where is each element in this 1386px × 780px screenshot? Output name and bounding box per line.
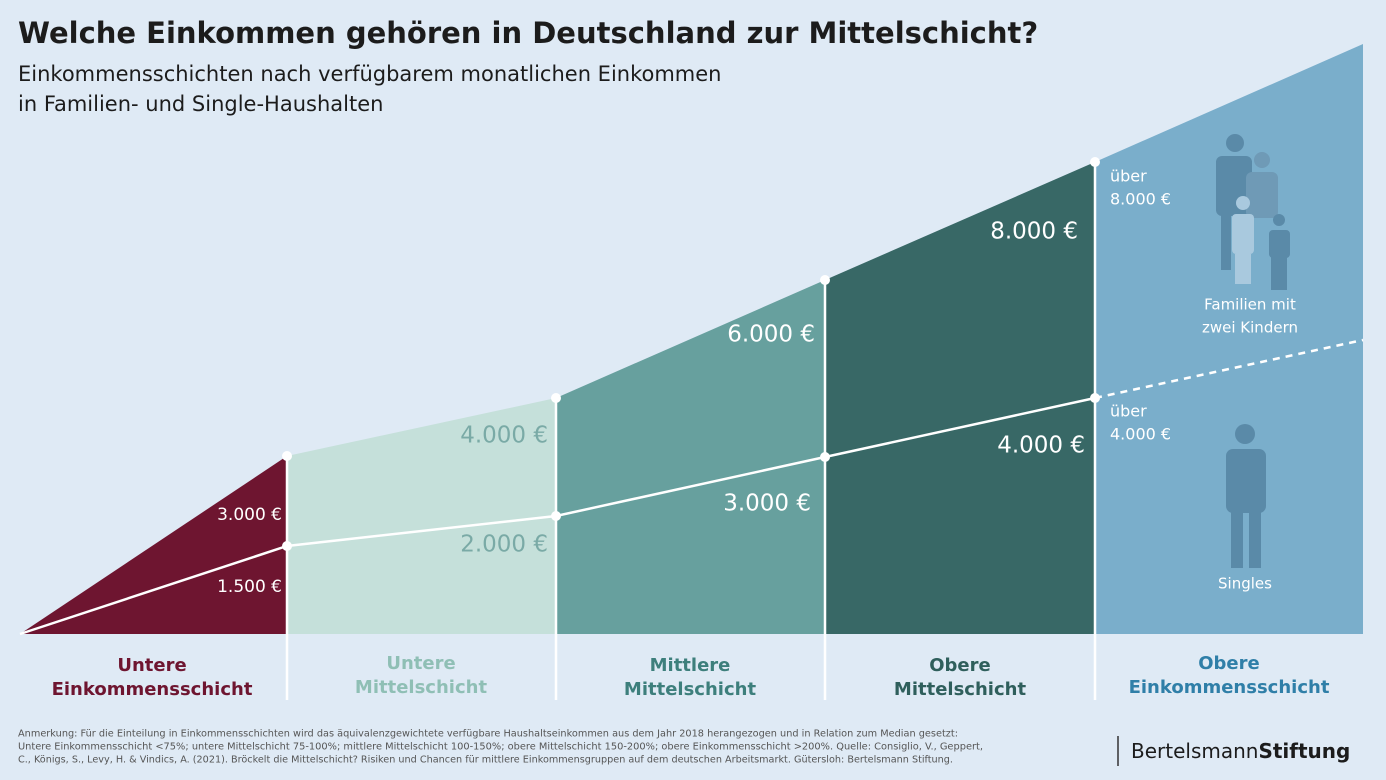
dots [282, 157, 1100, 551]
group-label: Obere [929, 655, 990, 676]
group-label: Untere [117, 655, 186, 676]
group-label: Mittelschicht [624, 679, 757, 700]
icon-label: Singles [1218, 575, 1272, 593]
single-threshold: 2.000 € [460, 532, 548, 558]
segment [287, 398, 556, 634]
single-icon [1226, 424, 1266, 568]
group-label: Obere [1198, 653, 1259, 674]
group-label: Mittelschicht [355, 677, 488, 698]
subtitle: in Familien- und Single-Haushalten [18, 92, 383, 116]
top-family: über [1110, 167, 1147, 186]
family-threshold: 6.000 € [727, 322, 815, 348]
logo: BertelsmannStiftung [1131, 739, 1350, 763]
group-label: Mittelschicht [894, 679, 1027, 700]
note-line: Anmerkung: Für die Einteilung in Einkomm… [18, 729, 958, 740]
top-single: über [1110, 402, 1147, 421]
single-threshold: 4.000 € [997, 433, 1085, 459]
icon-label: zwei Kindern [1202, 319, 1298, 337]
group-label: Mittlere [650, 655, 731, 676]
group-label: Einkommensschicht [52, 679, 253, 700]
note-line: Untere Einkommensschicht <75%; untere Mi… [18, 742, 983, 753]
single-threshold: 3.000 € [723, 491, 811, 517]
note: Anmerkung: Für die Einteilung in Einkomm… [18, 729, 983, 766]
icon-label: Familien mit [1204, 296, 1296, 314]
segment [20, 456, 287, 634]
subtitle: Einkommensschichten nach verfügbarem mon… [18, 62, 722, 86]
segment [1095, 44, 1363, 634]
group-labels: Untere Einkommensschicht Untere Mittelsc… [52, 653, 1330, 700]
logo-part: Stiftung [1258, 739, 1350, 763]
note-line: C., Königs, S., Levy, H. & Vindics, A. (… [18, 755, 953, 766]
group-label: Untere [386, 653, 455, 674]
family-threshold: 4.000 € [460, 423, 548, 449]
top-family: 8.000 € [1110, 190, 1171, 209]
segment [556, 280, 825, 634]
logo-part: Bertelsmann [1131, 739, 1258, 763]
title: Welche Einkommen gehören in Deutschland … [18, 16, 1038, 50]
single-threshold: 1.500 € [217, 577, 282, 597]
segment [825, 162, 1095, 634]
top-single: 4.000 € [1110, 425, 1171, 444]
family-icon [1216, 134, 1290, 290]
family-threshold: 8.000 € [990, 219, 1078, 245]
group-label: Einkommensschicht [1129, 677, 1330, 698]
family-threshold: 3.000 € [217, 505, 282, 525]
